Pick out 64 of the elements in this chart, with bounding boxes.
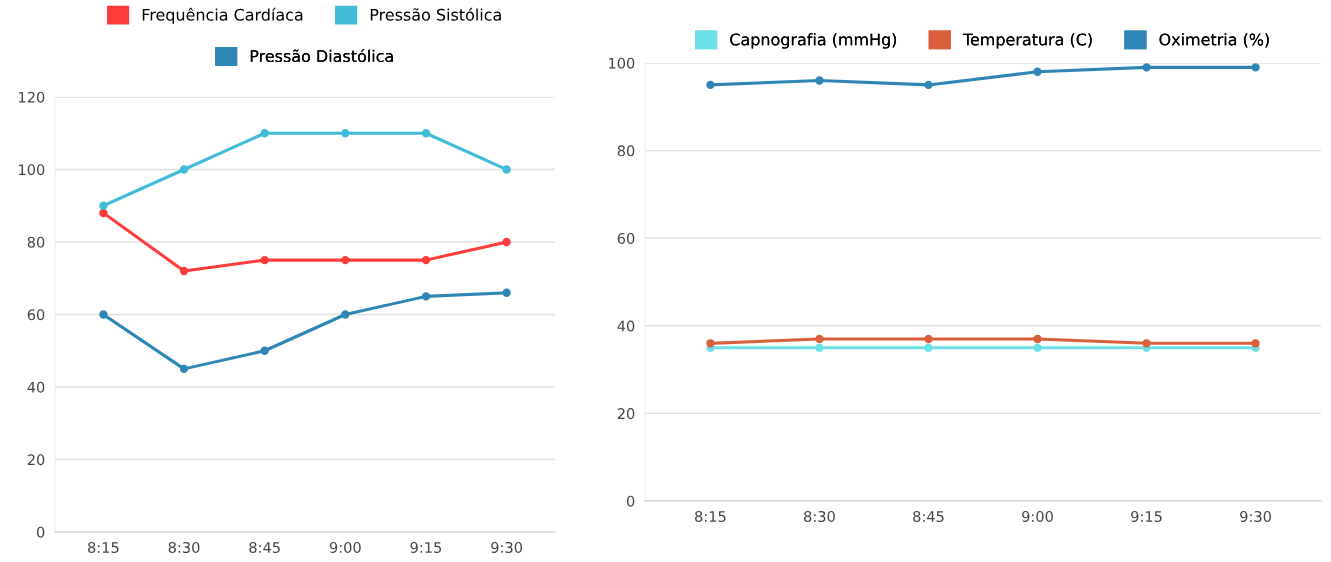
point bbox=[1033, 343, 1042, 352]
legend-label: Oximetria (%) bbox=[1159, 33, 1269, 48]
x-tick-label: 8:15 bbox=[695, 510, 726, 523]
point bbox=[502, 165, 511, 174]
y-tick-label: 60 bbox=[27, 309, 45, 321]
point bbox=[924, 80, 933, 90]
point bbox=[706, 339, 715, 348]
point bbox=[99, 310, 108, 319]
point bbox=[341, 310, 350, 319]
point bbox=[815, 76, 824, 85]
y-tick-label: 40 bbox=[617, 320, 635, 332]
legend-label: Pressão Diastólica bbox=[250, 49, 393, 63]
x-tick-label: 9:00 bbox=[329, 541, 361, 554]
point bbox=[924, 343, 933, 352]
point bbox=[260, 255, 269, 265]
legend-label: Temperatura (C) bbox=[962, 33, 1092, 49]
x-tick-label: 8:30 bbox=[168, 541, 200, 554]
point bbox=[179, 266, 189, 276]
point bbox=[179, 165, 189, 174]
y-tick-label: 80 bbox=[27, 236, 45, 248]
point bbox=[421, 292, 431, 301]
x-tick-label: 8:30 bbox=[804, 510, 835, 523]
y-tick-label: 80 bbox=[617, 145, 635, 157]
y-tick-label: 100 bbox=[19, 164, 45, 176]
y-tick-label: 20 bbox=[617, 408, 635, 420]
point bbox=[1033, 334, 1042, 344]
point bbox=[99, 208, 108, 218]
x-tick-label: 8:45 bbox=[913, 510, 944, 523]
point bbox=[815, 343, 824, 352]
point bbox=[260, 129, 269, 138]
x-tick-label: 9:15 bbox=[410, 541, 442, 554]
y-tick-label: 20 bbox=[27, 454, 45, 466]
y-tick-label: 40 bbox=[27, 381, 45, 393]
point bbox=[341, 255, 350, 265]
legend-label: Frequência Cardíaca bbox=[142, 7, 303, 24]
x-tick-label: 8:15 bbox=[88, 541, 119, 554]
x-tick-label: 9:30 bbox=[1240, 510, 1271, 523]
point bbox=[1142, 339, 1151, 348]
x-tick-label: 9:15 bbox=[1131, 510, 1162, 523]
y-tick-label: 0 bbox=[626, 495, 635, 507]
point bbox=[502, 288, 511, 297]
point bbox=[179, 364, 189, 374]
point bbox=[815, 334, 824, 344]
legend-label: Capnografia (mmHg) bbox=[730, 33, 897, 49]
point bbox=[421, 255, 431, 265]
point bbox=[924, 334, 933, 344]
point bbox=[1251, 63, 1260, 72]
point bbox=[260, 346, 269, 355]
point bbox=[341, 129, 350, 138]
x-tick-label: 9:30 bbox=[491, 541, 523, 554]
point bbox=[1033, 67, 1042, 76]
x-tick-label: 8:45 bbox=[249, 541, 280, 554]
x-tick-label: 9:00 bbox=[1022, 510, 1053, 523]
legend-label: Pressão Sistólica bbox=[370, 7, 501, 21]
point bbox=[706, 80, 715, 90]
y-tick-label: 120 bbox=[19, 91, 45, 103]
point bbox=[502, 237, 511, 247]
y-tick-label: 0 bbox=[36, 526, 45, 538]
point bbox=[421, 129, 431, 138]
point bbox=[1251, 339, 1260, 348]
y-tick-label: 60 bbox=[617, 232, 635, 244]
point bbox=[1142, 63, 1151, 72]
point bbox=[99, 201, 108, 210]
y-tick-label: 100 bbox=[609, 57, 635, 69]
